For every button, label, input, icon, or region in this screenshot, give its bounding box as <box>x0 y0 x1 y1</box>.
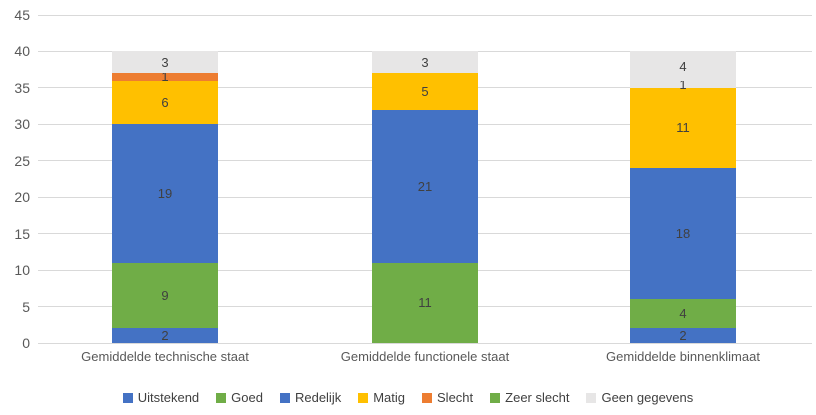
bar-segment-label: 5 <box>421 84 429 100</box>
bar-segment-goed: 11 <box>372 262 478 343</box>
bar-segment-redelijk: 19 <box>112 124 218 263</box>
legend-swatch-icon <box>358 392 369 403</box>
legend-item-uitstekend: Uitstekend <box>122 390 200 405</box>
bar-segment-label: 2 <box>679 328 687 344</box>
bar-segment-uitstekend: 2 <box>112 328 218 343</box>
bar-segment-label: 3 <box>421 54 429 70</box>
bar-segment-label: 4 <box>679 58 687 74</box>
legend-swatch-icon <box>422 392 433 403</box>
y-axis-tick-label-10: 10 <box>14 262 30 279</box>
y-axis-tick-label-35: 35 <box>14 79 30 96</box>
bar-segment-uitstekend: 2 <box>630 328 736 343</box>
bar-segment-label: 9 <box>161 288 169 304</box>
legend-item-geen-gegevens: Geen gegevens <box>586 390 693 405</box>
bar-gemiddelde-functionele-staat: 0112153 <box>372 51 478 345</box>
y-axis-tick-label-40: 40 <box>14 43 30 60</box>
y-axis-tick-label-20: 20 <box>14 189 30 206</box>
bar-segment-label: 6 <box>161 94 169 110</box>
bar-segment-geen-gegevens: 1 <box>630 76 736 92</box>
bar-gemiddelde-technische-staat: 2 9 19 6 1 3 <box>112 51 218 343</box>
bar-segment-matig: 11 <box>630 87 736 169</box>
legend-swatch-icon <box>586 392 597 403</box>
bar-segment-label: 4 <box>679 306 687 322</box>
bar-segment-matig: 6 <box>112 80 218 125</box>
y-axis-tick-label-5: 5 <box>22 298 30 315</box>
legend-label: Geen gegevens <box>601 390 694 405</box>
bar-segment-geen-gegevens: 3 <box>372 51 478 74</box>
bar-segment-redelijk: 18 <box>630 168 736 300</box>
legend-label: Goed <box>231 390 263 405</box>
legend-item-goed: Goed <box>216 390 263 405</box>
y-axis-tick-label-30: 30 <box>14 116 30 133</box>
x-axis-category-label-gemiddelde-functionele-staat: Gemiddelde functionele staat <box>340 349 510 364</box>
legend-item-redelijk: Redelijk <box>279 390 342 405</box>
y-axis-tick-label-45: 45 <box>14 7 30 23</box>
x-axis-category-label-gemiddelde-binnenklimaat: Gemiddelde binnenklimaat <box>606 349 760 364</box>
bar-segment-geen-gegevens: 3 <box>112 51 218 74</box>
bar-segment-goed: 9 <box>112 262 218 329</box>
bar-segment-label: 21 <box>417 178 433 194</box>
legend-label: Zeer slecht <box>505 390 570 405</box>
bar-segment-label: 3 <box>161 54 169 70</box>
legend: Uitstekend Goed Redelijk Matig Slecht Zeer sl… <box>0 390 816 405</box>
legend-label: Slecht <box>437 390 474 405</box>
legend-label: Redelijk <box>294 390 342 405</box>
bar-segment-label: 1 <box>161 69 169 85</box>
gridline-40 <box>38 50 812 52</box>
bar-segment-label: 11 <box>418 295 432 311</box>
bar-segment-goed: 4 <box>630 299 736 329</box>
gridline-0 <box>38 342 812 344</box>
bar-segment-slecht: 1 <box>112 69 218 85</box>
bar-segment-label: 2 <box>161 328 169 344</box>
gridline-45 <box>38 14 812 16</box>
legend-item-zeer-slecht: Zeer slecht <box>490 390 569 405</box>
bar-segment-label: 18 <box>675 226 691 242</box>
bar-segment-label: 11 <box>676 120 690 136</box>
bar-segment-matig: 5 <box>372 73 478 110</box>
bar-segment-redelijk: 21 <box>372 109 478 263</box>
legend-item-matig: Matig <box>358 390 405 405</box>
legend-label: Uitstekend <box>137 390 200 405</box>
legend-swatch-icon <box>122 392 133 403</box>
bar-segment-label: 1 <box>679 76 687 92</box>
legend-item-slecht: Slecht <box>422 390 473 405</box>
bar-segment-label: 19 <box>157 186 173 202</box>
bar-gemiddelde-binnenklimaat: 2 4 18 11 1 4 <box>630 51 736 343</box>
x-axis-category-label-gemiddelde-technische-staat: Gemiddelde technische staat <box>81 349 249 364</box>
y-axis-tick-label-25: 25 <box>14 152 30 169</box>
bar-segment-geen-gegevens: 4 <box>630 51 736 81</box>
legend-swatch-icon <box>490 392 501 403</box>
y-axis-tick-label-15: 15 <box>14 225 30 242</box>
y-axis-tick-label-0: 0 <box>22 335 30 351</box>
legend-swatch-icon <box>216 392 227 403</box>
legend-label: Matig <box>373 390 406 405</box>
legend-swatch-icon <box>279 392 290 403</box>
